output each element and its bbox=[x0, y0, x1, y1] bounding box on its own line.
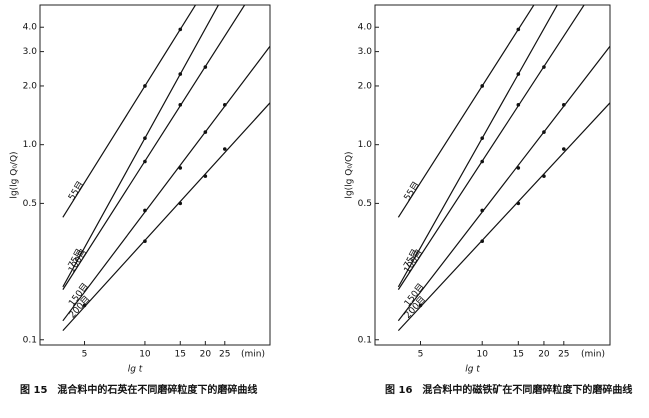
series-label: 55目 bbox=[66, 179, 86, 202]
x-tick-label: 10 bbox=[139, 350, 151, 360]
fit-line bbox=[62, 102, 270, 332]
data-point bbox=[222, 147, 227, 151]
y-tick-label: 0.5 bbox=[23, 199, 37, 209]
plot-area bbox=[62, 5, 270, 332]
x-unit-label: (min) bbox=[241, 350, 265, 360]
caption: 图 16 混合料中的磁铁矿在不同磨碎粒度下的磨碎曲线 bbox=[385, 383, 632, 396]
x-unit-label: (min) bbox=[581, 350, 605, 360]
x-tick-label: 5 bbox=[418, 350, 424, 360]
data-point bbox=[82, 303, 87, 308]
y-tick-label: 3.0 bbox=[358, 47, 373, 57]
x-tick-label: 25 bbox=[219, 350, 230, 360]
y-tick-label: 1.0 bbox=[358, 140, 373, 150]
y-axis-label: lg(lg Q₀/Q) bbox=[10, 151, 20, 198]
data-point bbox=[178, 201, 183, 206]
data-point bbox=[203, 130, 208, 134]
x-axis-label: lg t bbox=[128, 365, 143, 375]
fit-line bbox=[62, 5, 220, 288]
y-tick-label: 4.0 bbox=[23, 23, 38, 33]
data-point bbox=[178, 166, 183, 170]
x-tick-label: 20 bbox=[200, 350, 212, 360]
data-point bbox=[222, 103, 227, 107]
x-tick-label: 15 bbox=[513, 350, 524, 360]
y-tick-label: 4.0 bbox=[358, 23, 373, 33]
data-point bbox=[516, 103, 521, 107]
x-axis-label: lg t bbox=[465, 365, 480, 375]
data-point bbox=[178, 103, 183, 107]
caption: 图 15 混合料中的石英在不同磨碎粒度下的磨碎曲线 bbox=[20, 383, 257, 396]
data-point bbox=[516, 201, 521, 206]
data-point bbox=[143, 208, 147, 213]
y-tick-label: 2.0 bbox=[358, 81, 373, 91]
data-point bbox=[178, 27, 183, 32]
y-axis-label: lg(lg Q₀/Q) bbox=[345, 151, 355, 198]
data-point bbox=[143, 159, 147, 164]
fit-line bbox=[397, 5, 558, 288]
y-tick-label: 1.0 bbox=[23, 140, 38, 150]
x-tick-label: 15 bbox=[175, 350, 186, 360]
x-tick-label: 10 bbox=[476, 350, 488, 360]
plot-frame bbox=[39, 4, 271, 346]
fit-line bbox=[397, 5, 585, 290]
data-point bbox=[143, 84, 147, 88]
data-point bbox=[203, 65, 208, 69]
x-tick-label: 20 bbox=[538, 350, 550, 360]
fit-line bbox=[397, 5, 535, 218]
data-point bbox=[480, 84, 485, 88]
fit-line bbox=[62, 45, 270, 322]
data-point bbox=[480, 239, 485, 244]
fit-line bbox=[397, 45, 610, 322]
y-tick-label: 0.5 bbox=[358, 199, 372, 209]
data-point bbox=[542, 174, 546, 178]
data-point bbox=[516, 72, 521, 76]
y-tick-label: 3.0 bbox=[23, 47, 38, 57]
data-point bbox=[542, 65, 546, 69]
data-point bbox=[178, 72, 183, 76]
y-tick-label: 0.1 bbox=[358, 335, 372, 345]
data-point bbox=[562, 103, 566, 107]
fit-line bbox=[397, 102, 610, 332]
data-point bbox=[542, 130, 546, 134]
x-tick-label: 25 bbox=[558, 350, 569, 360]
data-point bbox=[480, 159, 485, 164]
plot-area bbox=[397, 5, 610, 332]
data-point bbox=[203, 174, 208, 178]
data-point bbox=[143, 239, 147, 244]
data-point bbox=[562, 147, 566, 151]
data-point bbox=[143, 136, 147, 140]
series-label: 55目 bbox=[402, 180, 422, 203]
plot-frame bbox=[374, 4, 611, 346]
fit-line bbox=[62, 5, 197, 218]
data-point bbox=[480, 136, 485, 140]
data-point bbox=[480, 208, 485, 213]
y-tick-label: 2.0 bbox=[23, 81, 38, 91]
data-point bbox=[516, 166, 521, 170]
data-point bbox=[418, 303, 423, 308]
x-tick-label: 5 bbox=[82, 350, 88, 360]
data-point bbox=[516, 27, 521, 32]
y-tick-label: 0.1 bbox=[23, 335, 37, 345]
fit-line bbox=[62, 5, 246, 290]
